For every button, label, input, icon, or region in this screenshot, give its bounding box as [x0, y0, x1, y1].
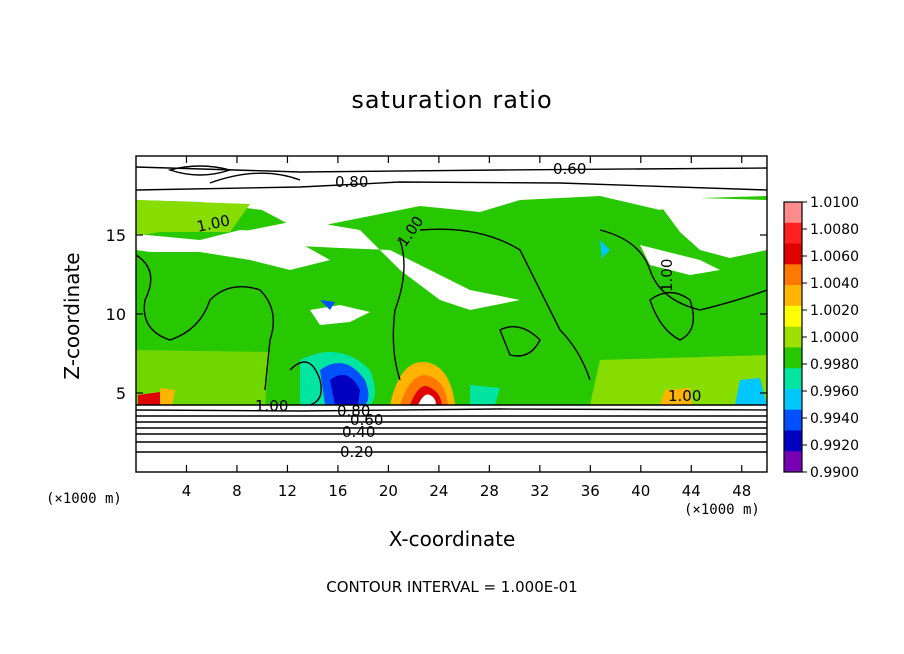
warm-spot-left — [138, 392, 165, 405]
colorbar-label: 1.0000 — [810, 330, 859, 346]
colorbar-label: 1.0040 — [810, 276, 859, 292]
cyan-spot-mid — [470, 385, 500, 405]
white-region-top-mid — [240, 220, 520, 310]
colorbar-label: 0.9980 — [810, 357, 859, 373]
contour-line — [136, 408, 767, 412]
x-unit-label-left: (×1000 m) — [46, 491, 122, 507]
warm-spot-left-2 — [160, 388, 175, 405]
x-tick-label: 36 — [581, 482, 600, 500]
contour-label: 1.00 — [658, 259, 676, 292]
contour-label: 0.80 — [337, 402, 370, 420]
white-region-mid — [310, 305, 370, 325]
colorbar-label: 1.0080 — [810, 222, 859, 238]
colorbar-label: 0.9940 — [810, 411, 859, 427]
colorbar-label: 1.0020 — [810, 303, 859, 319]
colorbar-swatch — [784, 368, 802, 390]
contour-label: 1.00 — [255, 397, 288, 415]
colorbar-swatch — [784, 347, 802, 369]
colorbar-swatch — [784, 222, 802, 245]
x-axis-ticks: 4 8 12 16 20 24 28 32 36 40 44 48 — [182, 156, 751, 500]
x-tick-label: 8 — [232, 482, 242, 500]
colorbar-swatch — [784, 202, 802, 224]
colorbar-label: 0.9900 — [810, 465, 859, 481]
y-axis-ticks: 5 10 15 — [106, 226, 767, 403]
colorbar-label: 0.9960 — [810, 384, 859, 400]
colorbar-swatch — [784, 388, 802, 411]
light-green-patch-2 — [590, 355, 767, 405]
contour-label: 0.40 — [342, 423, 375, 441]
contour-interval-note: CONTOUR INTERVAL = 1.000E-01 — [326, 578, 578, 596]
contour-line — [649, 291, 694, 341]
x-tick-label: 12 — [278, 482, 297, 500]
colorbar-label: 1.0100 — [810, 195, 859, 211]
blue-plume-deep — [330, 374, 360, 405]
y-axis-label: Z-coordinate — [60, 252, 84, 380]
colorbar-swatch — [784, 285, 802, 307]
contour-line — [599, 229, 767, 311]
contour-line — [167, 165, 233, 176]
contour-line — [136, 166, 767, 173]
contour-label: 0.20 — [340, 443, 373, 461]
x-tick-label: 48 — [732, 482, 751, 500]
colorbar-label: 0.9920 — [810, 438, 859, 454]
contour-label: 1.00 — [668, 387, 701, 405]
white-region-top-right — [660, 198, 767, 258]
x-tick-label: 24 — [429, 482, 448, 500]
contour-line — [499, 326, 541, 357]
y-tick-label: 15 — [106, 226, 126, 245]
warm-plume-peak — [418, 394, 436, 405]
contour-line — [209, 172, 301, 184]
colorbar-swatch — [784, 451, 802, 473]
y-tick-label: 10 — [106, 305, 126, 324]
colorbar-label: 1.0060 — [810, 249, 859, 265]
contour-label: 0.60 — [350, 411, 383, 429]
contour-line — [419, 228, 591, 381]
x-axis-label: X-coordinate — [388, 527, 516, 551]
x-tick-label: 16 — [328, 482, 347, 500]
blue-edge-2 — [600, 240, 610, 258]
colorbar: 1.0100 1.0080 1.0060 1.0040 1.0020 1.0000 0.99… — [783, 195, 859, 481]
warm-spot-right — [660, 388, 692, 405]
x-tick-label: 32 — [530, 482, 549, 500]
white-bottom-band — [136, 405, 767, 472]
colorbar-swatch — [784, 305, 802, 328]
x-tick-label: 4 — [182, 482, 192, 500]
x-tick-label: 40 — [631, 482, 650, 500]
y-tick-label: 5 — [116, 384, 126, 403]
contour-line — [289, 361, 322, 406]
x-unit-label-right: (×1000 m) — [684, 502, 760, 518]
cyan-spot-right — [735, 378, 767, 405]
white-region-right-mid — [640, 245, 720, 275]
contour-line — [136, 254, 274, 391]
light-green-patch-1 — [136, 200, 250, 236]
colorbar-swatch — [784, 243, 802, 265]
x-tick-label: 28 — [480, 482, 499, 500]
colorbar-swatch — [784, 326, 802, 348]
x-tick-label: 44 — [682, 482, 701, 500]
colorbar-swatch — [784, 264, 802, 286]
blue-edge-1 — [320, 300, 335, 310]
contour-line — [392, 239, 405, 381]
colorbar-swatch — [784, 409, 802, 431]
x-tick-label: 20 — [379, 482, 398, 500]
contour-label: 0.80 — [335, 173, 368, 191]
contour-line — [136, 181, 767, 191]
colorbar-swatch — [784, 430, 802, 452]
chart-title: saturation ratio — [351, 86, 553, 114]
contour-label: 0.60 — [553, 160, 586, 178]
contour-lines — [136, 165, 767, 453]
heatmap-field: 0.60 0.80 1.00 1.00 1.00 1.00 1.00 0.80 … — [136, 156, 767, 472]
